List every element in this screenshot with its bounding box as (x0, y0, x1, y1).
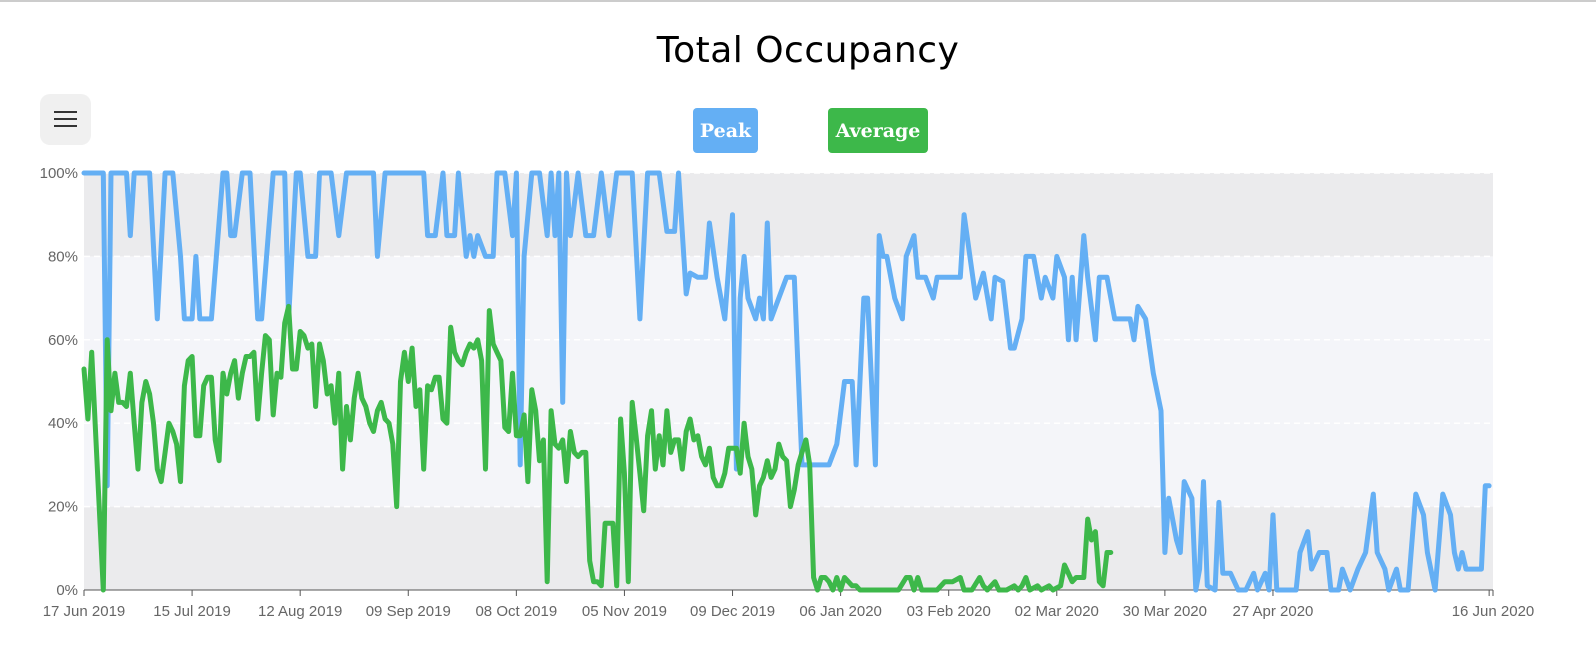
x-tick-label: 17 Jun 2019 (43, 603, 126, 620)
x-tick-label: 08 Oct 2019 (475, 603, 557, 620)
chart-title: Total Occupancy (656, 30, 960, 71)
y-tick-label: 80% (48, 248, 78, 265)
y-tick-label: 100% (40, 165, 78, 182)
x-tick-label: 16 Jun 2020 (1452, 603, 1535, 620)
y-tick-label: 40% (48, 415, 78, 432)
legend-average-button[interactable]: Average (828, 108, 928, 153)
top-border (0, 0, 1596, 2)
x-tick-label: 09 Sep 2019 (366, 603, 451, 620)
chart-menu-button[interactable] (40, 94, 91, 145)
x-tick-label: 06 Jan 2020 (799, 603, 882, 620)
plot-band (84, 506, 1493, 590)
x-tick-label: 12 Aug 2019 (258, 603, 342, 620)
series-line-average (81, 303, 1114, 593)
x-tick-label: 27 Apr 2020 (1233, 603, 1314, 620)
x-tick-label: 05 Nov 2019 (582, 603, 667, 620)
x-tick-label: 30 Mar 2020 (1123, 603, 1207, 620)
x-tick-label: 02 Mar 2020 (1015, 603, 1099, 620)
legend-peak-button[interactable]: Peak (693, 108, 758, 153)
x-tick-label: 09 Dec 2019 (690, 603, 775, 620)
y-tick-label: 60% (48, 332, 78, 349)
y-tick-label: 0% (56, 582, 78, 599)
series-line-peak (81, 170, 1492, 593)
x-tick-label: 03 Feb 2020 (907, 603, 991, 620)
x-tick-label: 15 Jul 2019 (153, 603, 231, 620)
y-tick-label: 20% (48, 499, 78, 516)
